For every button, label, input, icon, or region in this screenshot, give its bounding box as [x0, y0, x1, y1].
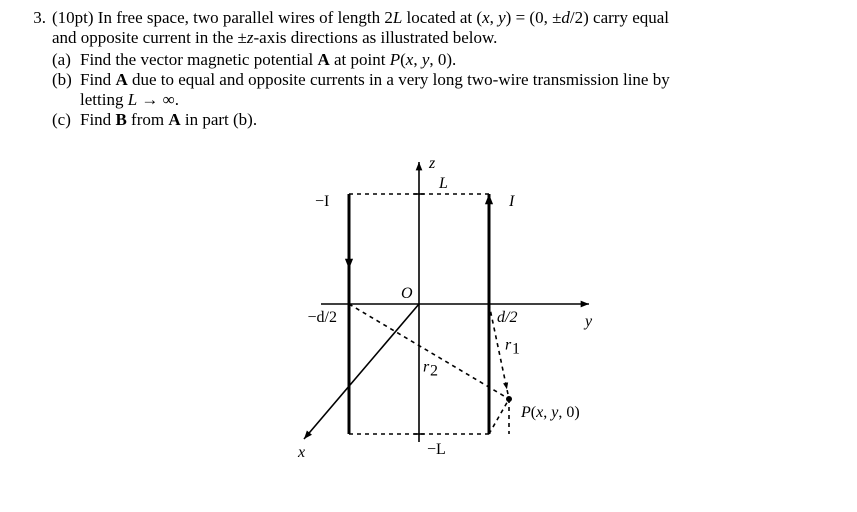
- svg-text:r: r: [505, 337, 512, 354]
- problem-stem: (10pt) In free space, two parallel wires…: [52, 8, 833, 130]
- var-y: y: [498, 8, 506, 27]
- part-b-label: (b): [52, 70, 80, 90]
- stem-line-1: (10pt) In free space, two parallel wires…: [52, 8, 833, 28]
- text: from: [127, 110, 169, 129]
- stem-text: ,: [490, 8, 499, 27]
- stem-text: located at (: [402, 8, 482, 27]
- vec-A: A: [317, 50, 329, 69]
- svg-text:z: z: [428, 155, 436, 172]
- svg-text:−I: −I: [315, 193, 329, 210]
- var-d: d: [561, 8, 570, 27]
- var-x: x: [482, 8, 490, 27]
- part-a-label: (a): [52, 50, 80, 70]
- text: Find: [80, 110, 115, 129]
- part-b: (b) Find A due to equal and opposite cur…: [52, 70, 833, 90]
- part-a: (a) Find the vector magnetic potential A…: [52, 50, 833, 70]
- svg-text:d/2: d/2: [497, 309, 517, 326]
- text: due to equal and opposite currents in a …: [128, 70, 670, 89]
- svg-text:1: 1: [512, 341, 520, 358]
- part-c-label: (c): [52, 110, 80, 130]
- svg-text:−L: −L: [427, 441, 446, 458]
- var-z: z: [247, 28, 254, 47]
- problem-number: 3.: [24, 8, 52, 28]
- var-L: L: [128, 90, 137, 109]
- subparts: (a) Find the vector magnetic potential A…: [52, 50, 833, 130]
- figure-container: zyxOI−IL−Ld/2−d/2r1r2P(x, y, 0): [24, 144, 833, 484]
- part-c-text: Find B from A in part (b).: [80, 110, 833, 130]
- text: → ∞.: [137, 90, 179, 109]
- text: , 0).: [429, 50, 456, 69]
- text: at point: [330, 50, 390, 69]
- part-c: (c) Find B from A in part (b).: [52, 110, 833, 130]
- diagram: zyxOI−IL−Ld/2−d/2r1r2P(x, y, 0): [249, 144, 609, 484]
- part-a-text: Find the vector magnetic potential A at …: [80, 50, 833, 70]
- text: Find the vector magnetic potential: [80, 50, 317, 69]
- svg-text:2: 2: [430, 363, 438, 380]
- svg-text:x: x: [297, 444, 305, 461]
- text: Find: [80, 70, 115, 89]
- vec-A: A: [168, 110, 180, 129]
- stem-text: /2) carry equal: [570, 8, 669, 27]
- svg-text:O: O: [401, 285, 413, 302]
- stem-text: and opposite current in the ±: [52, 28, 247, 47]
- text: in part (b).: [181, 110, 257, 129]
- var-L: L: [393, 8, 402, 27]
- stem-text: In free space, two parallel wires of len…: [98, 8, 393, 27]
- svg-text:−d/2: −d/2: [307, 309, 336, 326]
- part-b-text: Find A due to equal and opposite current…: [80, 70, 833, 90]
- stem-line-2: and opposite current in the ±z-axis dire…: [52, 28, 833, 48]
- part-b-line2: letting L → ∞.: [52, 90, 833, 110]
- text: letting: [80, 90, 128, 109]
- points-label: (10pt): [52, 8, 94, 27]
- svg-text:I: I: [508, 193, 515, 210]
- svg-text:r: r: [423, 359, 430, 376]
- svg-text:L: L: [438, 175, 448, 192]
- vec-B: B: [115, 110, 126, 129]
- problem-block: 3. (10pt) In free space, two parallel wi…: [24, 8, 833, 130]
- text: ,: [413, 50, 422, 69]
- svg-text:y: y: [583, 313, 593, 330]
- vec-A: A: [115, 70, 127, 89]
- svg-text:P(x, y, 0): P(x, y, 0): [520, 404, 580, 421]
- stem-text: ) = (0, ±: [506, 8, 562, 27]
- var-P: P: [390, 50, 400, 69]
- stem-text: -axis directions as illustrated below.: [254, 28, 498, 47]
